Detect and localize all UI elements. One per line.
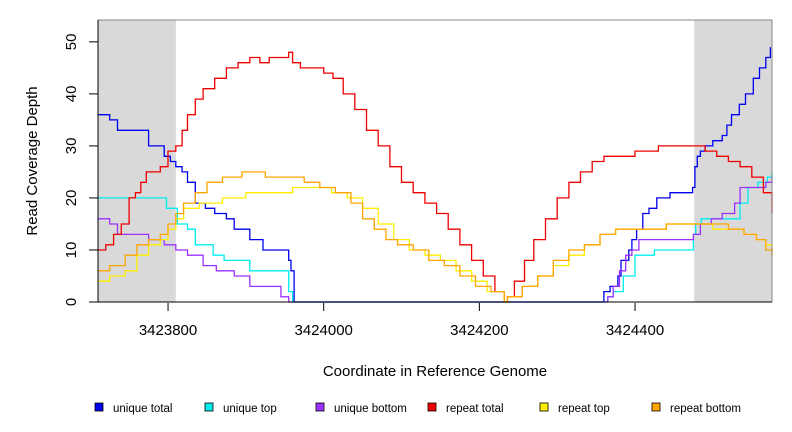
legend-item-repeat-total: repeat total [427, 402, 504, 415]
plot-frame [97, 19, 773, 303]
y-axis-title: Read Coverage Depth [24, 86, 41, 235]
legend-item-repeat-bottom: repeat bottom [651, 402, 741, 415]
y-tick-label: 30 [63, 138, 80, 155]
legend-swatch [94, 402, 104, 412]
legend-swatch [204, 402, 214, 412]
legend-label: repeat bottom [670, 403, 741, 415]
legend-item-unique-total: unique total [94, 402, 172, 415]
y-tick-label: 40 [63, 86, 80, 103]
x-tick-label: 3423800 [139, 322, 197, 339]
legend-swatch [315, 402, 325, 412]
legend-item-repeat-top: repeat top [539, 402, 610, 415]
legend-item-unique-top: unique top [204, 402, 277, 415]
legend-item-unique-bottom: unique bottom [315, 402, 407, 415]
y-tick-label: 10 [63, 242, 80, 259]
plot-border [97, 19, 773, 303]
x-axis: 3423800 3424000 3424200 3424400 [139, 303, 664, 339]
legend-label: unique top [223, 403, 277, 415]
x-axis-title: Coordinate in Reference Genome [323, 363, 547, 380]
legend-swatch [427, 402, 437, 412]
series-line-unique-bottom [98, 177, 773, 303]
y-tick-label: 20 [63, 190, 80, 207]
legend-swatch [539, 402, 549, 412]
series-layer [98, 47, 773, 303]
x-tick-label: 3424000 [295, 322, 353, 339]
y-axis: 0 10 20 30 40 50 [63, 34, 98, 306]
legend-label: repeat top [558, 403, 610, 415]
shaded-regions [98, 20, 772, 302]
series-line-unique-top [98, 171, 773, 303]
series-line-unique-total [98, 47, 772, 303]
legend-label: unique bottom [334, 403, 407, 415]
legend-swatch [651, 402, 661, 412]
x-tick-label: 3424200 [450, 322, 508, 339]
legend: unique total unique top unique bottom repea… [94, 402, 741, 415]
series-line-repeat-bottom [98, 171, 773, 303]
x-tick-label: 3424400 [606, 322, 664, 339]
legend-label: repeat total [446, 403, 504, 415]
legend-label: unique total [113, 403, 172, 415]
series-line-repeat-total [98, 51, 773, 303]
y-tick-label: 50 [63, 34, 80, 51]
y-tick-label: 0 [63, 298, 80, 306]
